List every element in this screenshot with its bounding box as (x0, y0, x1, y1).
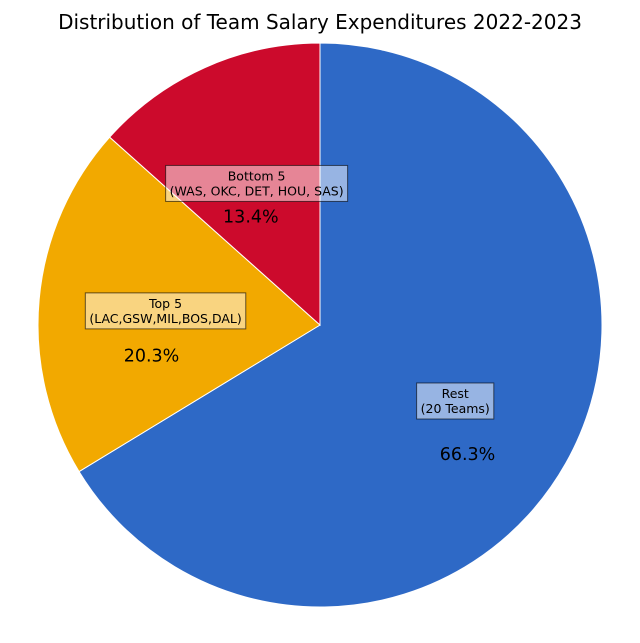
slice-percent-2: 13.4% (223, 208, 279, 228)
slice-percent-1: 20.3% (124, 347, 180, 367)
slice-label-box-1 (84, 292, 247, 330)
chart-title: Distribution of Team Salary Expenditures… (58, 10, 582, 34)
slice-label-2: Bottom 5(WAS, OKC, DET, HOU, SAS) (165, 164, 349, 202)
slice-label-1: Top 5(LAC,GSW,MIL,BOS,DAL) (84, 292, 247, 330)
pie-slice-0 (78, 42, 603, 608)
slice-label-line: (WAS, OKC, DET, HOU, SAS) (170, 183, 344, 198)
slice-label-0: Rest(20 Teams) (416, 382, 495, 420)
slice-label-line: Top 5 (148, 296, 182, 311)
slice-percent-0: 66.3% (440, 445, 496, 465)
slice-label-line: Rest (442, 386, 469, 401)
slice-label-line: (20 Teams) (421, 401, 490, 416)
pie-labels: Rest(20 Teams) 66.3% Top 5(LAC,GSW,MIL,BOS… (84, 164, 496, 465)
slice-label-box-0 (416, 382, 495, 420)
slice-label-box-2 (165, 164, 349, 202)
slice-label-line: (LAC,GSW,MIL,BOS,DAL) (89, 311, 241, 326)
slice-label-line: Bottom 5 (228, 168, 286, 183)
